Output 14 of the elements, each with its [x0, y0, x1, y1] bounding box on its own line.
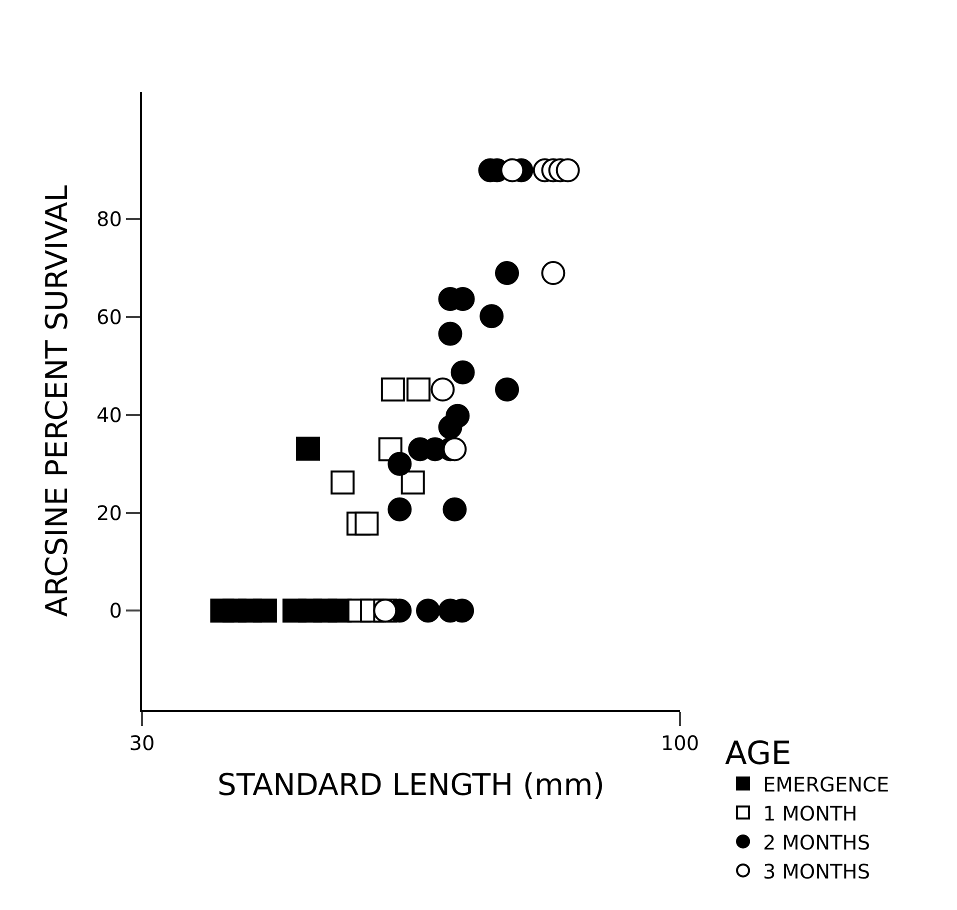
- y-tick-label: 0: [109, 598, 122, 623]
- legend-label: 1 MONTH: [763, 801, 858, 826]
- y-tick-label: 20: [96, 500, 122, 525]
- y-tick-label: 60: [96, 305, 122, 330]
- legend-title: AGE: [725, 734, 792, 772]
- y-tick-label: 80: [96, 207, 122, 232]
- legend-label: EMERGENCE: [763, 772, 890, 796]
- y-axis-title: ARCSINE PERCENT SURVIVAL: [40, 184, 76, 617]
- x-tick-label: 30: [129, 731, 155, 755]
- legend-label: 3 MONTHS: [763, 859, 870, 884]
- x-axis-title: STANDARD LENGTH (mm): [217, 768, 605, 803]
- y-tick-label: 40: [96, 402, 122, 427]
- x-tick-label: 100: [660, 731, 700, 755]
- legend-label: 2 MONTHS: [763, 830, 870, 854]
